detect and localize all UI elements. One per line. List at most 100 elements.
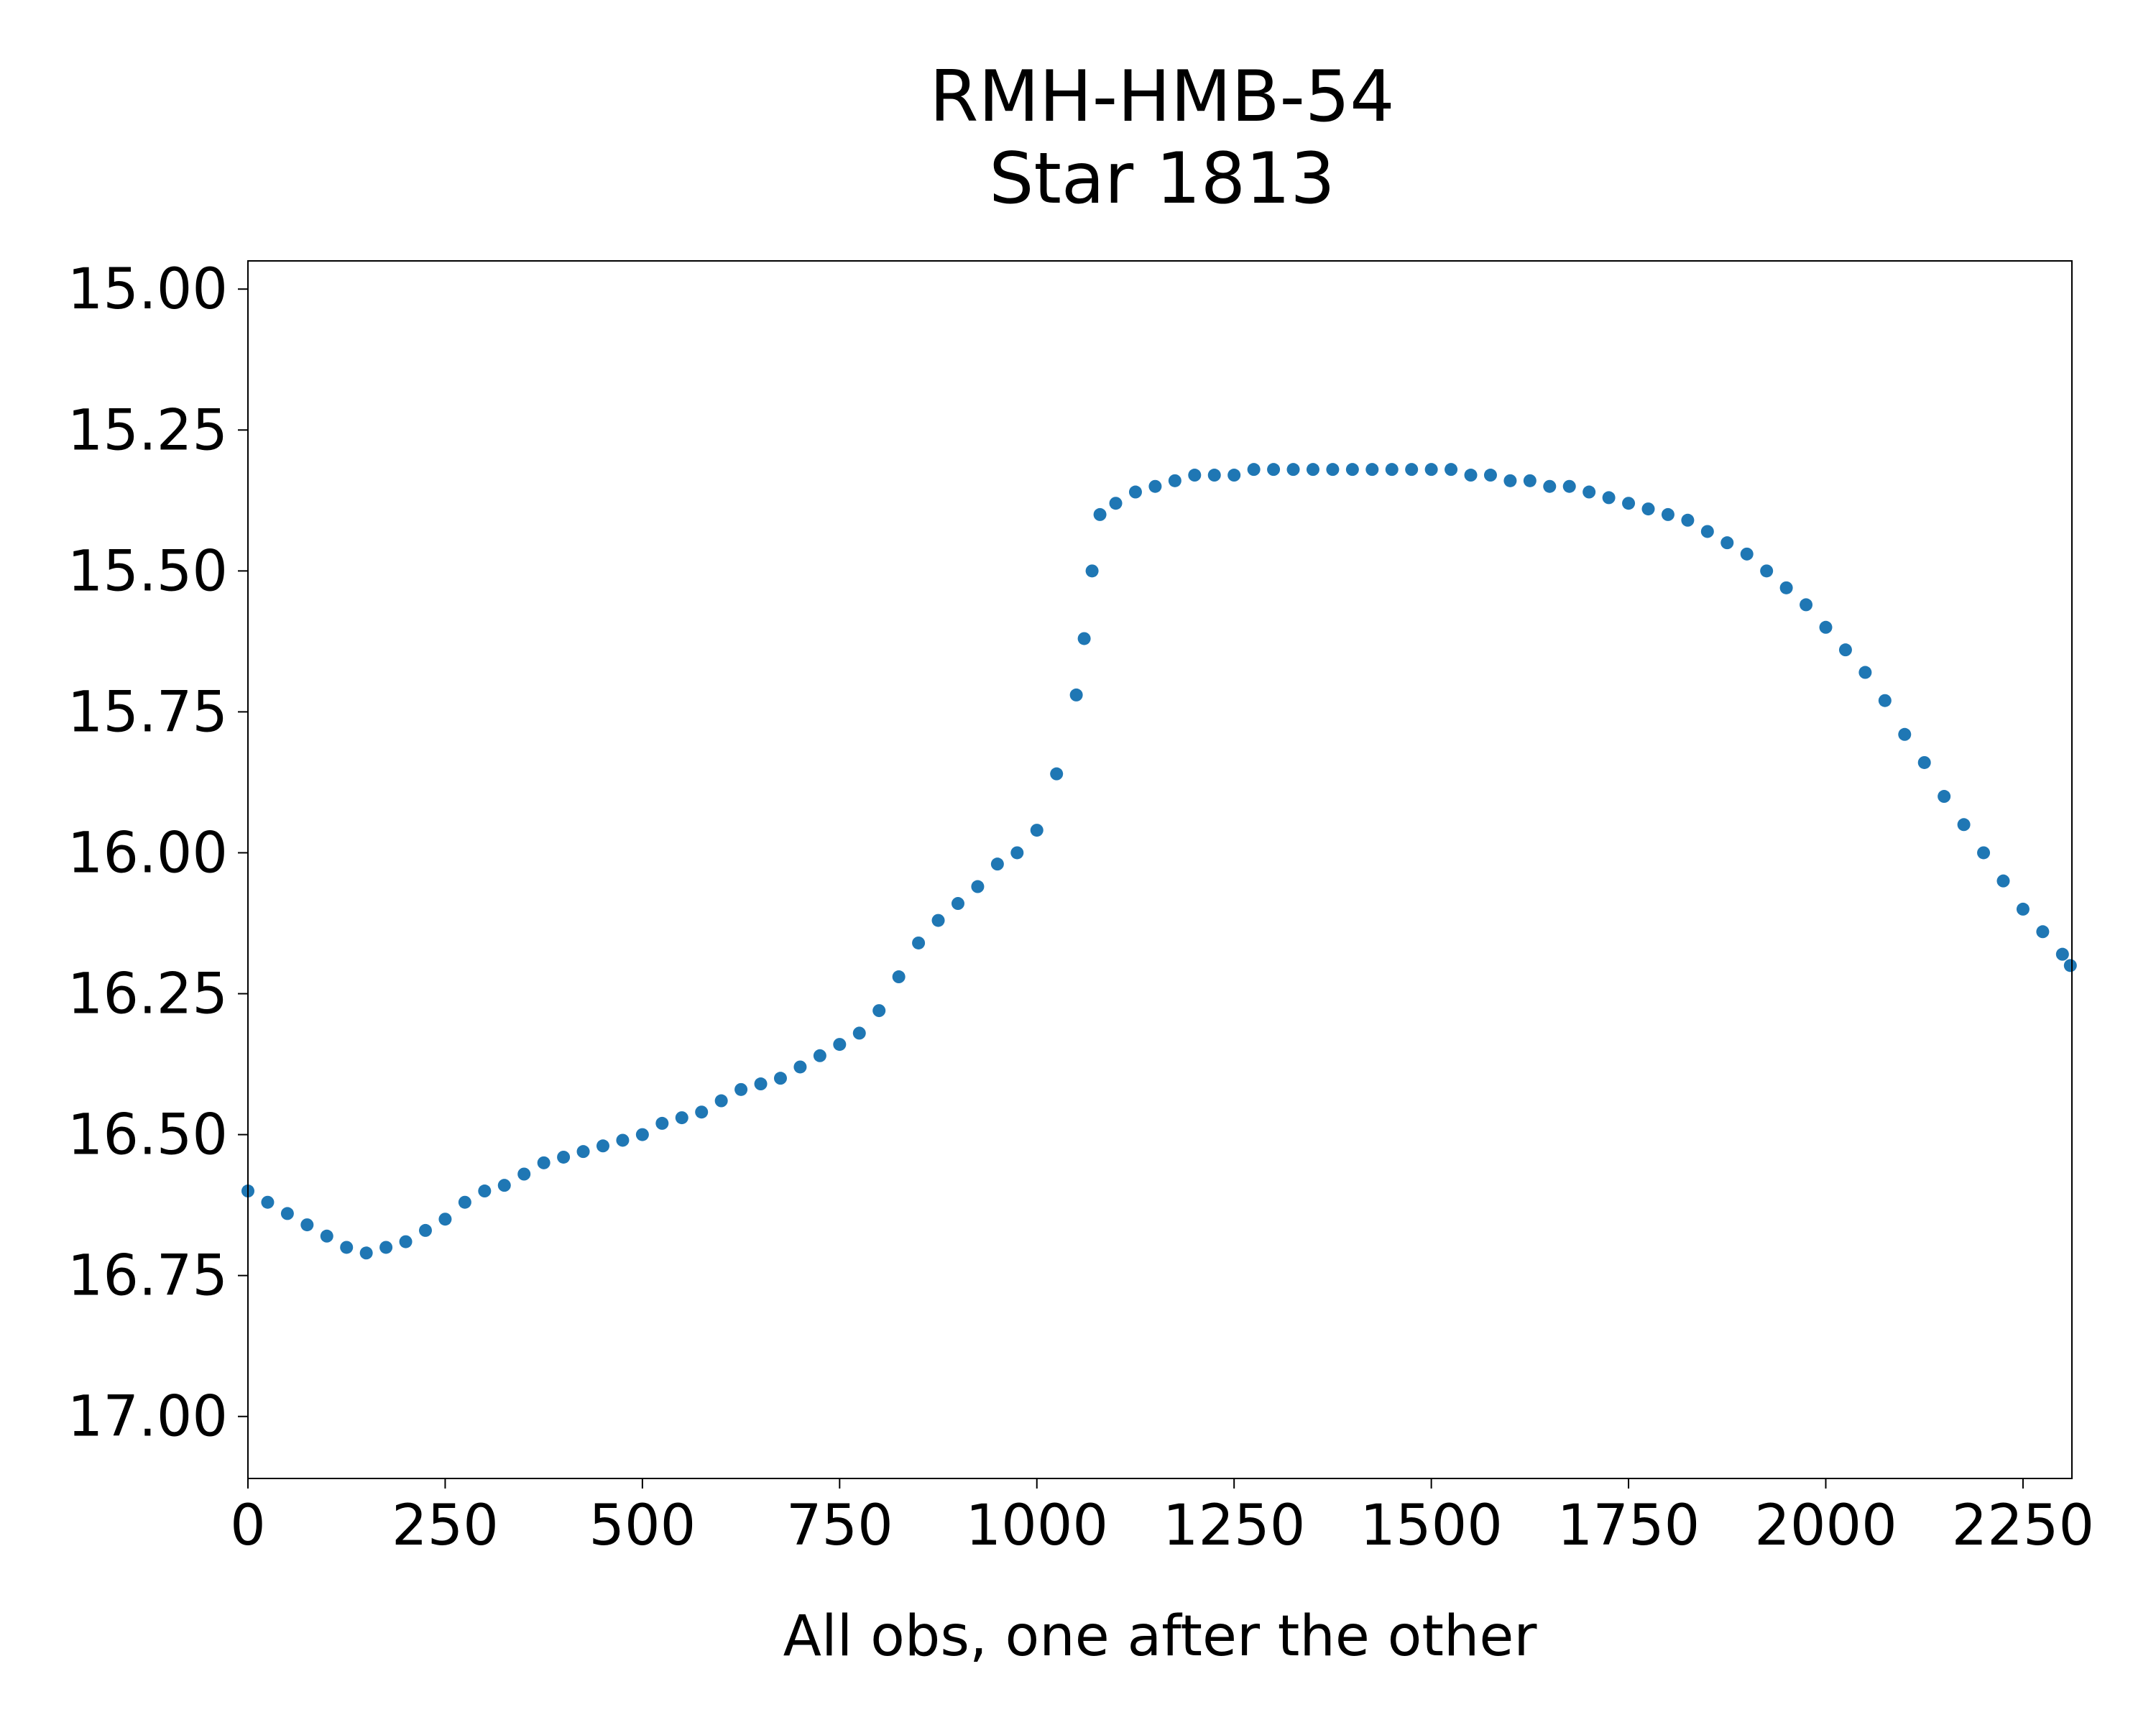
data-point: [300, 1218, 314, 1232]
x-axis: 0 250 500 750 1000 1250 1500 1750 2000 2250: [230, 1478, 2094, 1558]
data-point: [280, 1207, 294, 1220]
data-point: [655, 1116, 669, 1130]
data-point: [1085, 564, 1099, 578]
x-axis-label: All obs, one after the other: [783, 1604, 1538, 1669]
plot-area-frame: [247, 260, 2073, 1479]
data-point: [1898, 727, 1912, 741]
data-point: [261, 1195, 275, 1209]
data-point: [1306, 463, 1319, 477]
chart-title-line-2: Star 1813: [989, 138, 1335, 220]
data-point: [616, 1133, 630, 1147]
data-point: [1681, 513, 1695, 527]
data-point: [1838, 643, 1852, 657]
x-tick-label: 1000: [965, 1494, 1108, 1558]
x-tick-label: 250: [392, 1494, 499, 1558]
data-point: [793, 1060, 807, 1074]
x-tick-label: 500: [589, 1494, 696, 1558]
data-point: [1977, 846, 1991, 860]
data-point: [340, 1241, 354, 1254]
y-tick-label: 16.50: [68, 1103, 228, 1168]
data-point: [1800, 598, 1813, 612]
data-point: [912, 936, 926, 949]
data-point: [596, 1139, 609, 1153]
data-point: [2055, 947, 2069, 961]
data-point: [714, 1094, 728, 1108]
x-tick-label: 1250: [1163, 1494, 1306, 1558]
data-point: [1819, 620, 1833, 634]
data-point: [1365, 463, 1379, 477]
data-point: [990, 857, 1004, 871]
data-point: [1207, 469, 1221, 482]
data-point: [1247, 463, 1261, 477]
data-point: [517, 1167, 531, 1181]
data-point: [1077, 632, 1091, 645]
data-point: [1562, 479, 1576, 493]
y-tick-label: 15.25: [68, 398, 228, 463]
y-tick-label: 15.50: [68, 539, 228, 604]
data-point: [478, 1184, 492, 1198]
data-point: [1740, 547, 1754, 561]
data-point: [1326, 463, 1340, 477]
data-point: [1938, 790, 1951, 804]
data-points: [241, 463, 2077, 1260]
data-point: [359, 1246, 373, 1260]
data-point: [971, 880, 985, 893]
data-point: [320, 1229, 333, 1243]
data-point: [892, 970, 906, 984]
data-point: [1583, 485, 1596, 499]
data-point: [1286, 463, 1300, 477]
data-point: [418, 1223, 432, 1237]
data-point: [1424, 463, 1438, 477]
data-point: [1148, 479, 1162, 493]
data-point: [557, 1150, 571, 1164]
data-point: [1030, 824, 1044, 837]
data-point: [1267, 463, 1281, 477]
chart-title-line-1: RMH-HMB-54: [929, 56, 1394, 138]
data-point: [1622, 497, 1636, 510]
y-tick-label: 15.00: [68, 257, 228, 322]
data-point: [754, 1077, 768, 1091]
data-point: [1957, 818, 1971, 832]
data-point: [1661, 507, 1674, 521]
data-point: [813, 1049, 826, 1062]
y-tick-label: 16.25: [68, 962, 228, 1027]
x-tick-label: 1750: [1557, 1494, 1700, 1558]
data-point: [1168, 474, 1181, 487]
data-point: [872, 1004, 886, 1018]
data-point: [1464, 469, 1478, 482]
data-point: [497, 1179, 511, 1192]
data-point: [537, 1156, 550, 1169]
data-point: [1069, 688, 1083, 702]
x-tick-label: 2000: [1754, 1494, 1897, 1558]
data-point: [695, 1105, 709, 1119]
data-point: [931, 914, 945, 927]
data-point: [1779, 581, 1793, 594]
x-tick-label: 0: [230, 1494, 266, 1558]
data-point: [833, 1038, 847, 1052]
data-point: [1128, 485, 1142, 499]
data-point: [1602, 491, 1616, 505]
data-point: [1010, 846, 1024, 860]
data-point: [1109, 497, 1123, 510]
data-point: [1503, 474, 1517, 487]
data-point: [635, 1128, 649, 1141]
data-point: [438, 1213, 452, 1226]
data-point: [951, 897, 964, 911]
data-point: [773, 1072, 787, 1085]
data-point: [1996, 874, 2010, 888]
data-point: [458, 1195, 471, 1209]
data-point: [2063, 959, 2077, 972]
data-point: [399, 1235, 413, 1248]
y-tick-label: 15.75: [68, 680, 228, 745]
data-point: [1543, 479, 1557, 493]
x-tick-label: 750: [786, 1494, 893, 1558]
data-point: [734, 1082, 748, 1096]
data-point: [1227, 469, 1241, 482]
data-point: [1405, 463, 1419, 477]
data-point: [1050, 767, 1064, 781]
data-point: [2036, 925, 2050, 939]
y-tick-label: 17.00: [68, 1385, 228, 1450]
data-point: [1760, 564, 1774, 578]
